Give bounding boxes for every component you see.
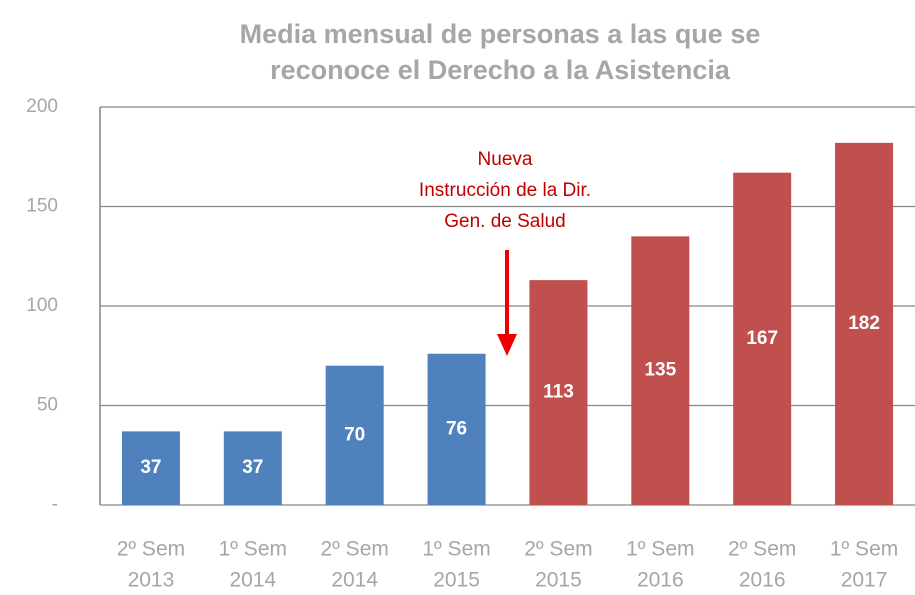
annotation: Gen. de Salud [444, 211, 565, 232]
x-tick-label: 2º Sem [321, 538, 389, 561]
x-tick-label: 2º Sem [728, 538, 796, 561]
x-tick-label: 2º Sem [524, 538, 592, 561]
arrow-head [497, 334, 517, 356]
x-tick-label: 1º Sem [422, 538, 490, 561]
data-label: 135 [644, 360, 676, 381]
bar [427, 353, 486, 505]
bar [325, 365, 384, 505]
bar [529, 280, 588, 505]
data-label: 113 [543, 382, 574, 403]
x-tick-label: 1º Sem [219, 538, 287, 561]
data-label: 167 [746, 328, 778, 349]
x-tick-label: 2013 [128, 569, 175, 590]
x-tick-label: 2017 [841, 569, 888, 590]
y-tick-label: 150 [26, 196, 58, 217]
bar [733, 172, 792, 506]
y-tick-label: - [52, 494, 58, 515]
annotation: Nueva [478, 149, 533, 170]
bar [631, 236, 690, 505]
y-tick-label: 50 [37, 395, 58, 416]
x-tick-label: 1º Sem [626, 538, 694, 561]
chart-title: Media mensual de personas a las que se [240, 19, 761, 49]
y-tick-label: 200 [26, 96, 58, 117]
x-tick-label: 2016 [739, 569, 786, 590]
chart-title: reconoce el Derecho a la Asistencia [270, 55, 731, 85]
bar [835, 142, 894, 505]
bar [223, 431, 282, 505]
data-label: 76 [446, 418, 467, 439]
data-label: 182 [848, 313, 880, 334]
x-tick-label: 2º Sem [117, 538, 185, 561]
x-tick-label: 2014 [331, 569, 378, 590]
x-tick-label: 2015 [433, 569, 480, 590]
plot: - 50 100 150 200 2º Sem 2013 37 1º Sem 2014 37 2º S… [26, 96, 915, 592]
x-tick-label: 2016 [637, 569, 684, 590]
x-tick-label: 2014 [229, 569, 276, 590]
x-tick-label: 1º Sem [830, 538, 898, 561]
annotation: Instrucción de la Dir. [419, 180, 591, 201]
data-label: 70 [344, 424, 365, 445]
x-tick-label: 2015 [535, 569, 582, 590]
data-label: 37 [140, 457, 161, 478]
y-tick-label: 100 [26, 295, 58, 316]
data-label: 37 [242, 457, 263, 478]
bar [121, 431, 180, 505]
